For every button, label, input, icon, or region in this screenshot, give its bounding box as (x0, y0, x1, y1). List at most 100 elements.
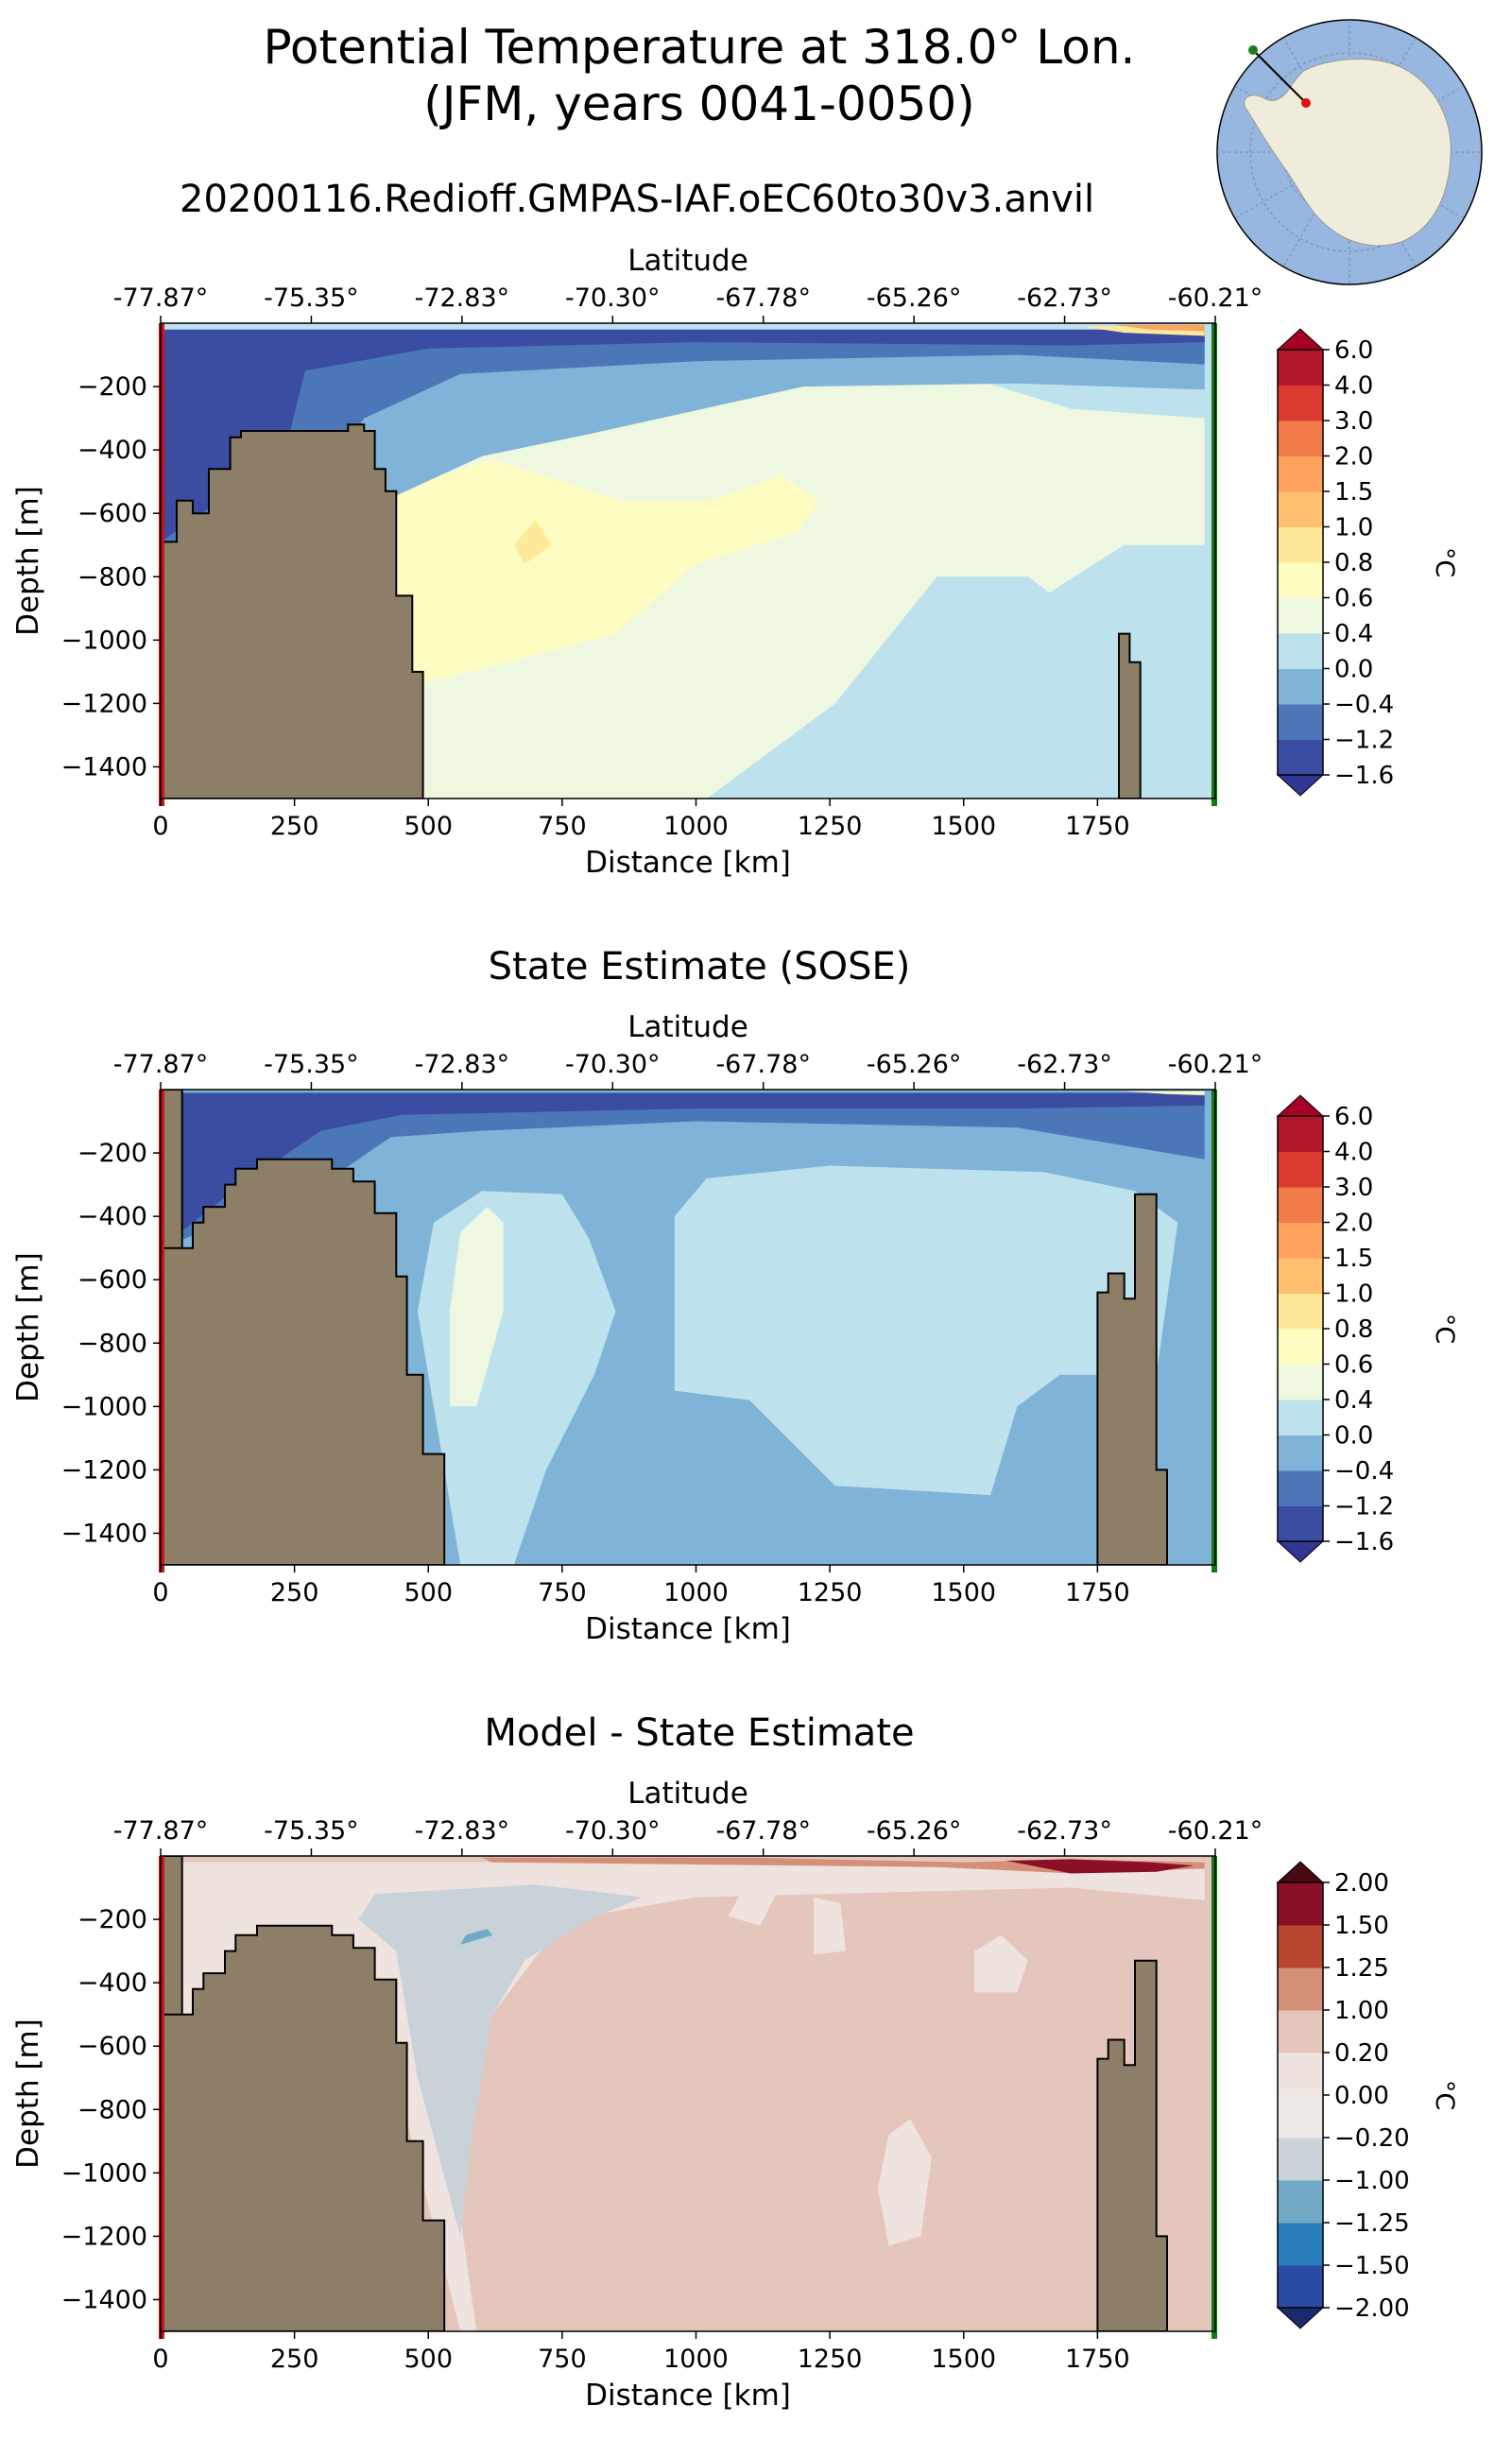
contour-region (161, 1095, 1205, 1248)
panel-sose: 0 250 500 750 1000 1250 1500 1750 Distance [km] −… (11, 1010, 1459, 1646)
figure-title-line1: Potential Temperature at 318.0° Lon. (263, 20, 1136, 75)
x-tick-label: 250 (270, 2345, 319, 2374)
x-tick-label: 750 (538, 2345, 587, 2374)
bathymetry-shelf (161, 423, 424, 799)
section-end-line (1211, 323, 1217, 806)
colorbar-segment (1278, 1882, 1323, 1926)
plot-frame (160, 1855, 1216, 2332)
section-start-line (159, 323, 164, 806)
contour-region (1006, 1859, 1194, 1874)
x-tick-label: 1750 (1065, 812, 1130, 841)
top-tick-label: -70.30° (565, 284, 661, 313)
x-tick-label: 250 (270, 1578, 319, 1607)
colorbar-tick-label: −1.00 (1334, 2167, 1410, 2195)
top-axis-label: Latitude (627, 1777, 748, 1811)
colorbar-tick-label: 1.25 (1334, 1954, 1389, 1983)
colorbar-segment (1278, 455, 1323, 492)
colorbar-extend-min (1276, 1540, 1325, 1563)
colorbar-tick-label: 2.00 (1334, 1869, 1389, 1898)
figure-title-line2: (JFM, years 0041-0050) (423, 77, 975, 131)
top-tick-label: -77.87° (113, 1816, 209, 1846)
colorbar-extend-min (1276, 774, 1325, 797)
colorbar-tick-label: −1.6 (1334, 762, 1394, 790)
colorbar-segment (1278, 739, 1323, 776)
colorbar-tick-label: 0.00 (1334, 2082, 1389, 2110)
colorbar-segment (1278, 491, 1323, 527)
colorbar-tick-label: 1.50 (1334, 1912, 1389, 1940)
y-tick-label: −1400 (61, 1519, 147, 1548)
colorbar-extend-max (1276, 1094, 1325, 1117)
colorbar-segment (1278, 526, 1323, 563)
contour-region (728, 1887, 777, 1926)
top-tick-label: -72.83° (415, 1050, 510, 1079)
colorbar-extend-max (1276, 328, 1325, 351)
colorbar-tick-label: −1.2 (1334, 727, 1394, 755)
colorbar-tick-label: 0.6 (1334, 1351, 1373, 1380)
top-axis-label: Latitude (627, 244, 748, 278)
y-tick-label: −1200 (61, 2222, 147, 2251)
colorbar-unit-label: °C (1430, 547, 1459, 577)
colorbar-tick-label: 0.4 (1334, 1386, 1373, 1415)
colorbar-tick-label: 0.4 (1334, 620, 1373, 648)
section-end-line (1211, 1856, 1217, 2339)
y-tick-label: −600 (77, 1265, 147, 1295)
contour-region (513, 519, 552, 564)
colorbar-tick-label: 3.0 (1334, 1174, 1373, 1202)
top-tick-label: -75.35° (264, 1050, 359, 1079)
colorbar-tick-label: −1.25 (1334, 2209, 1410, 2238)
colorbar-tick-label: 2.0 (1334, 1210, 1373, 1238)
contour-region (1124, 1091, 1205, 1095)
top-tick-label: -65.26° (867, 284, 962, 313)
colorbar-tick-label: 1.0 (1334, 514, 1373, 542)
top-tick-label: -60.21° (1168, 1816, 1263, 1846)
y-tick-label: −1200 (61, 689, 147, 718)
colorbar-segment (1278, 421, 1323, 456)
top-tick-label: -75.35° (264, 1816, 359, 1846)
y-tick-label: −1400 (61, 2285, 147, 2314)
colorbar-tick-label: 1.00 (1334, 1997, 1389, 2025)
contour-region (814, 1897, 847, 1954)
y-tick-label: −200 (77, 1905, 147, 1934)
colorbar-segment (1278, 1435, 1323, 1471)
bathymetry-shelf (161, 1924, 446, 2331)
contour-region (161, 329, 1205, 542)
contour-region (460, 1929, 493, 1945)
x-tick-label: 1500 (931, 812, 996, 841)
x-tick-label: 1000 (663, 812, 729, 841)
colorbar-segment (1278, 1400, 1323, 1435)
colorbar-tick-label: −0.20 (1334, 2124, 1410, 2153)
colorbar-tick-label: −1.2 (1334, 1493, 1394, 1521)
y-tick-label: −400 (77, 436, 147, 465)
section-start-line (159, 1090, 164, 1572)
x-tick-label: 0 (152, 2345, 168, 2374)
colorbar-segment (1278, 633, 1323, 669)
colorbar-segment (1278, 1925, 1323, 1968)
x-tick-label: 1500 (931, 2345, 996, 2374)
colorbar-segment (1278, 2095, 1323, 2139)
bathymetry-ridge (1096, 1959, 1168, 2331)
colorbar-segment (1278, 350, 1323, 386)
colorbar-segment (1278, 1967, 1323, 2011)
y-axis-label: Depth [m] (11, 1252, 45, 1402)
colorbar-tick-label: 0.20 (1334, 2039, 1389, 2068)
top-tick-label: -60.21° (1168, 284, 1263, 313)
colorbar-segment (1278, 1222, 1323, 1259)
colorbar-segment (1278, 2180, 1323, 2224)
colorbar-unit-label: °C (1430, 2080, 1459, 2110)
colorbar-segment (1278, 562, 1323, 598)
top-axis-label: Latitude (627, 1010, 748, 1044)
y-tick-label: −1200 (61, 1455, 147, 1485)
section-start-line (159, 1856, 164, 2339)
x-axis-label: Distance [km] (585, 2379, 791, 2413)
x-tick-label: 1750 (1065, 2345, 1130, 2374)
contour-region (161, 333, 1205, 545)
colorbar-tick-label: −0.4 (1334, 691, 1394, 719)
colorbar-segment (1278, 1470, 1323, 1506)
top-tick-label: -67.78° (715, 1816, 811, 1846)
colorbar-segment (1278, 2053, 1323, 2096)
colorbar-tick-label: −1.50 (1334, 2252, 1410, 2280)
colorbar-segment (1278, 1364, 1323, 1400)
colorbar-tick-label: 0.8 (1334, 1315, 1373, 1344)
contour-region (878, 2119, 932, 2246)
panel-model: 0 250 500 750 1000 1250 1500 1750 Distance [km] −… (11, 244, 1459, 880)
